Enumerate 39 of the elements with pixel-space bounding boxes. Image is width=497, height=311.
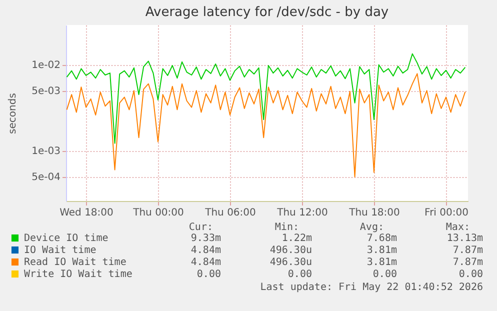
text: 0.00	[458, 269, 483, 281]
text: 0.00	[372, 269, 397, 281]
text: 496.30u	[270, 245, 312, 257]
text: 4.84m	[190, 257, 221, 269]
text: 7.87m	[452, 257, 483, 269]
y-tick-label: 5e-03	[32, 86, 60, 98]
y-tick-label: 1e-02	[32, 60, 60, 72]
text: Min:	[274, 222, 299, 234]
legend-label: IO Wait time	[24, 245, 96, 256]
text: 1.22m	[282, 233, 312, 245]
text: 0.00	[196, 269, 221, 281]
x-tick-label: Thu 12:00	[276, 208, 328, 218]
legend-label: Read IO Wait time	[24, 257, 126, 268]
text: Avg:	[360, 222, 384, 234]
text: Cur:	[188, 222, 213, 234]
text: Max:	[446, 222, 470, 234]
text: 13.13m	[446, 233, 483, 245]
y-tick-label: 5e-04	[32, 172, 60, 184]
text: Last update: Fri May 22 01:40:52 2026	[260, 282, 483, 294]
line-series	[66, 73, 466, 178]
y-tick-label: 1e-03	[32, 146, 60, 158]
chart-title: Average latency for /dev/sdc - by day	[145, 5, 389, 20]
text: 0.00	[288, 269, 312, 281]
text: 3.81m	[366, 257, 397, 269]
text: 496.30u	[270, 257, 312, 269]
x-tick-label: Thu 06:00	[204, 208, 256, 218]
text: 7.68m	[366, 233, 397, 245]
line-series	[66, 53, 466, 144]
text: 3.81m	[366, 245, 397, 257]
x-tick-label: Wed 18:00	[60, 208, 114, 218]
x-tick-label: Thu 18:00	[348, 208, 400, 218]
legend-label: Device IO time	[24, 233, 108, 244]
x-tick-label: Fri 00:00	[424, 208, 468, 218]
text: 7.87m	[452, 245, 483, 257]
x-tick-label: Thu 00:00	[132, 208, 184, 218]
text: 9.33m	[190, 233, 221, 245]
y-axis-title: seconds	[8, 93, 19, 134]
legend-label: Write IO Wait time	[24, 269, 132, 280]
text: 4.84m	[190, 245, 221, 257]
